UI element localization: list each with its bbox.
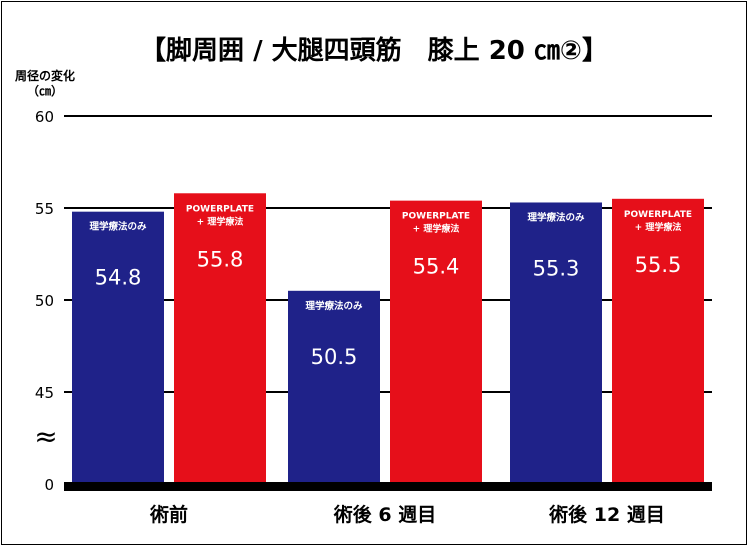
x-tick-2: 術後 12 週目 [548, 503, 665, 526]
y-tick-labels: 0 45 50 55 60 [35, 108, 54, 494]
x-tick-1: 術後 6 週目 [333, 503, 436, 526]
y-axis-label: 周径の変化 [15, 68, 75, 83]
bar-powerplate-2 [612, 198, 704, 485]
x-tick-labels: 術前 術後 6 週目 術後 12 週目 [149, 503, 665, 526]
y-tick-45: 45 [35, 384, 54, 402]
series-label: + 理学療法 [413, 223, 460, 235]
bar-pt-only-1 [288, 290, 380, 484]
y-tick-55: 55 [35, 200, 54, 218]
series-label: 理学療法のみ [305, 300, 363, 312]
y-tick-50: 50 [35, 292, 54, 310]
data-label: 55.4 [413, 255, 460, 279]
x-axis-baseline [64, 482, 712, 491]
series-label: POWERPLATE [186, 204, 254, 214]
series-label: + 理学療法 [635, 221, 682, 233]
chart-title: 【脚周囲 / 大腿四頭筋 膝上 20 ㎝②】 [140, 35, 608, 66]
bar-powerplate-0 [174, 193, 266, 484]
data-label: 55.5 [635, 253, 682, 277]
x-tick-0: 術前 [149, 503, 188, 526]
bar-pt-only-0 [72, 211, 164, 484]
data-label: 55.3 [533, 256, 580, 280]
y-axis-unit: （㎝） [27, 83, 63, 98]
series-label: 理学療法のみ [527, 211, 585, 223]
series-label: + 理学療法 [197, 215, 244, 227]
y-tick-0: 0 [44, 476, 54, 494]
bar-pt-only-2 [510, 202, 602, 485]
data-label: 55.8 [197, 247, 244, 271]
data-label: 50.5 [311, 345, 358, 369]
y-tick-60: 60 [35, 108, 54, 126]
series-label: POWERPLATE [624, 210, 692, 220]
axis-break-symbol: ≈ [34, 420, 57, 453]
data-label: 54.8 [95, 266, 142, 290]
bar-powerplate-1 [390, 200, 482, 484]
grid-lines [64, 115, 712, 393]
series-label: 理学療法のみ [89, 221, 147, 233]
series-label: POWERPLATE [402, 212, 470, 222]
